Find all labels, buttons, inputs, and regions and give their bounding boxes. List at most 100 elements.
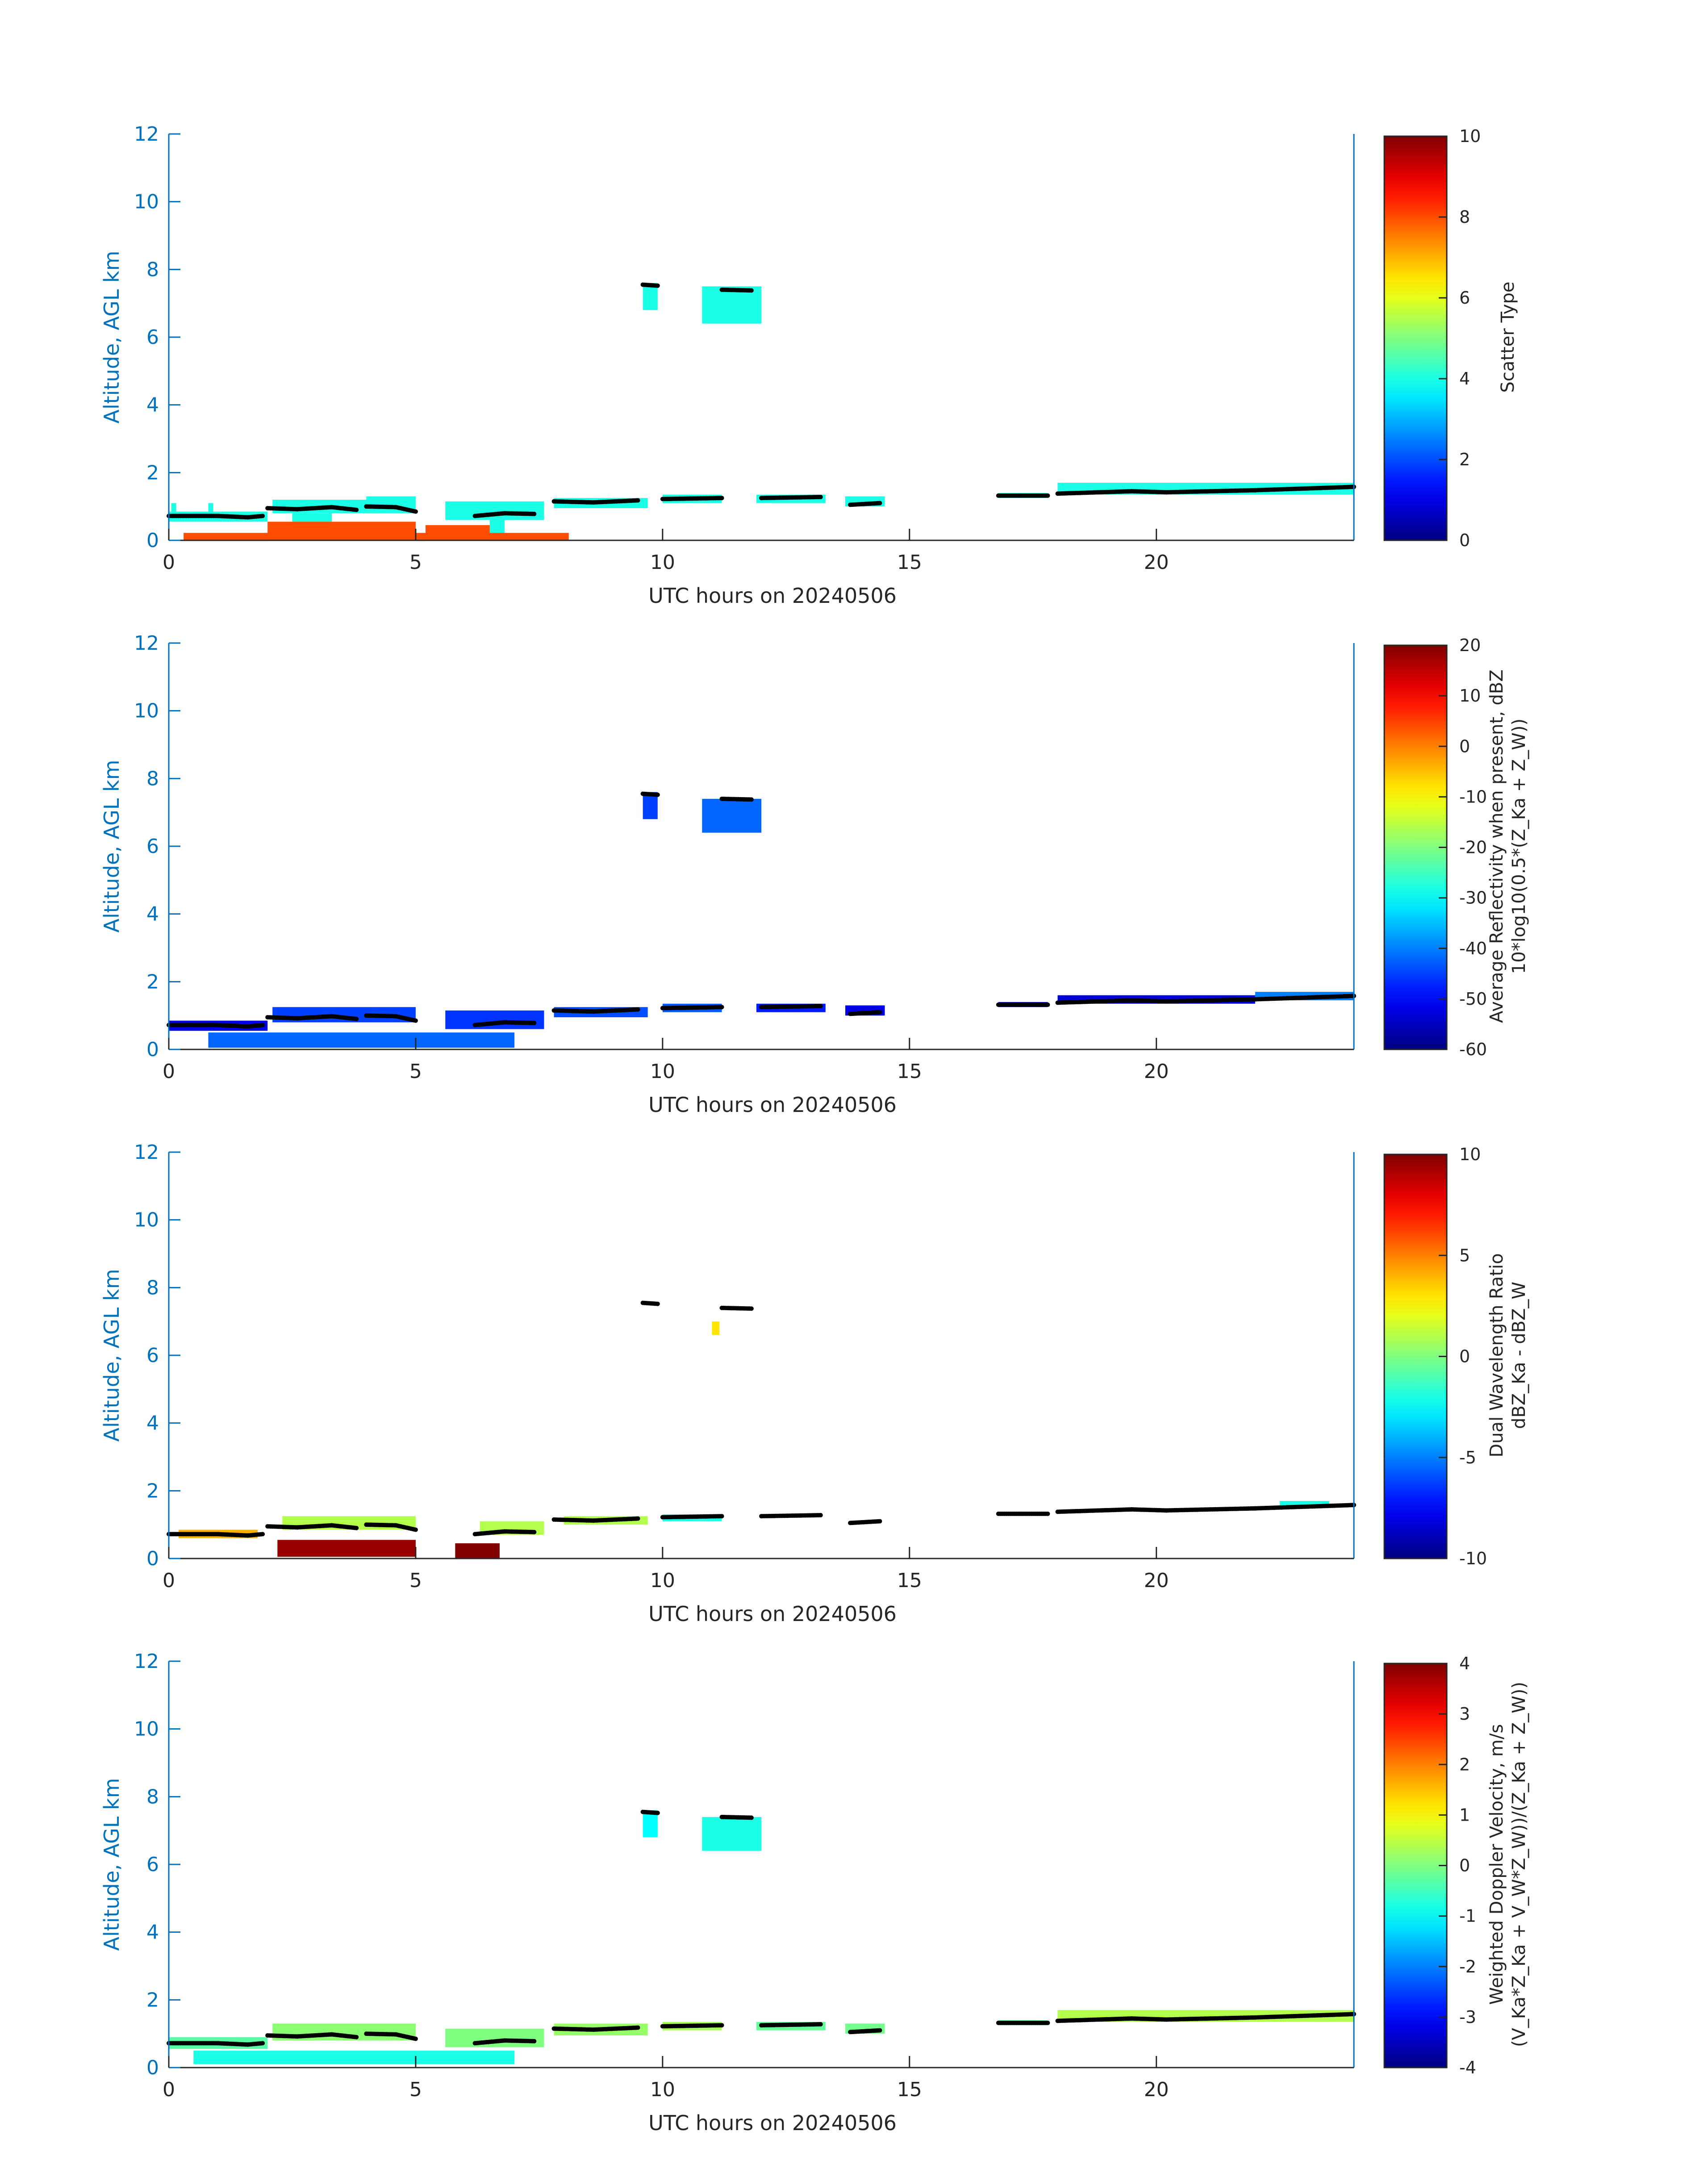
x-tick-label: 5 [409, 2078, 422, 2101]
cloud-base-dot [635, 498, 640, 503]
y-tick-label: 8 [146, 767, 159, 790]
x-axis-label: UTC hours on 20240506 [648, 1602, 897, 1626]
y-tick-label: 2 [146, 970, 159, 993]
cloud-base-dot [260, 2041, 265, 2046]
colorbar-tick-label: 8 [1459, 207, 1470, 227]
x-axis-label: UTC hours on 20240506 [648, 1093, 897, 1117]
data-cell [445, 2028, 544, 2047]
colorbar-tick-label: -3 [1459, 2007, 1476, 2027]
x-axis-label: UTC hours on 20240506 [648, 2111, 897, 2135]
y-tick-label: 10 [134, 700, 159, 723]
y-tick-label: 2 [146, 1989, 159, 2011]
x-tick-label: 10 [650, 2078, 675, 2101]
cloud-base-dot [749, 1306, 754, 1311]
y-tick-label: 0 [146, 2056, 159, 2079]
cloud-base-dot [1045, 493, 1050, 498]
colorbar-tick-label: 0 [1459, 1856, 1470, 1876]
colorbar-tick-label: 20 [1459, 635, 1481, 655]
colorbar-label: Scatter Type [1498, 282, 1518, 393]
colorbar [1383, 1153, 1448, 1559]
cloud-base-dot [749, 288, 754, 293]
cloud-base-dot [260, 1023, 265, 1028]
x-tick-label: 10 [650, 551, 675, 574]
x-tick-label: 20 [1144, 2078, 1169, 2101]
x-tick-label: 0 [163, 1060, 175, 1083]
cloud-base-dot [655, 1810, 660, 1815]
data-cell [208, 503, 213, 517]
cloud-base-dot [749, 797, 754, 802]
cloud-base-dot [413, 509, 418, 514]
colorbar-tick-label: -50 [1459, 989, 1487, 1009]
x-tick-label: 0 [163, 551, 175, 574]
cloud-base-dot [877, 501, 882, 506]
y-tick-label: 6 [146, 1853, 159, 1876]
cloud-base-dot [749, 1815, 754, 1820]
cloud-base-dot [719, 1514, 724, 1519]
cloud-base-dot [818, 1003, 823, 1008]
colorbar-tick-label: -10 [1459, 1549, 1487, 1568]
colorbar-tick-label: -40 [1459, 939, 1487, 958]
y-tick-label: 6 [146, 1344, 159, 1367]
data-cell [702, 798, 761, 833]
colorbar-tick-label: 4 [1459, 369, 1470, 389]
data-cell [277, 1540, 416, 1557]
cloud-base-dot [818, 2022, 823, 2027]
cloud-base-dot [532, 511, 537, 516]
cloud-base-dot [1045, 1511, 1050, 1516]
cloud-base-dot [1045, 2020, 1050, 2025]
cloud-base-dot [655, 283, 660, 288]
colorbar [1383, 1663, 1448, 2068]
panel-2: 0 2 4 6 8 10 12 0 5 10 15 20 UTC hours on 20240506 Al… [100, 632, 1529, 1117]
y-tick-label: 0 [146, 1038, 159, 1061]
colorbar-tick-label: -5 [1459, 1448, 1476, 1467]
x-tick-label: 10 [650, 1569, 675, 1592]
cloud-base-dot [354, 1016, 359, 1021]
colorbar-label: (V_Ka*Z_Ka + V_W*Z_W))/(Z_Ka + Z_W)) [1509, 1682, 1529, 2047]
x-tick-label: 15 [897, 2078, 922, 2101]
x-tick-label: 20 [1144, 551, 1169, 574]
y-tick-label: 6 [146, 326, 159, 349]
colorbar-tick-label: 3 [1459, 1704, 1470, 1724]
colorbar-tick-label: 0 [1459, 531, 1470, 550]
colorbar-tick-label: 2 [1459, 450, 1470, 469]
colorbar-tick-label: 10 [1459, 126, 1481, 146]
cloud-base-dot [635, 1516, 640, 1521]
cloud-base-dot [413, 1018, 418, 1023]
cloud-base-dot [354, 1525, 359, 1530]
data-cell [455, 1543, 500, 1558]
data-cell [193, 2051, 515, 2064]
colorbar-label: dBZ_Ka - dBZ_W [1509, 1282, 1529, 1429]
y-tick-label: 12 [134, 123, 159, 146]
data-cell [712, 1321, 720, 1335]
y-tick-label: 10 [134, 1718, 159, 1741]
colorbar-tick-label: 1 [1459, 1805, 1470, 1825]
data-cell [171, 503, 176, 512]
cloud-base-dot [818, 1513, 823, 1517]
cloud-base-dot [354, 2035, 359, 2039]
cloud-base-dot [413, 2036, 418, 2041]
x-tick-label: 5 [409, 551, 422, 574]
x-tick-label: 5 [409, 1569, 422, 1592]
y-axis-label: Altitude, AGL km [100, 760, 124, 932]
cloud-base-dot [260, 1532, 265, 1537]
colorbar-label: Average Reflectivity when present, dBZ [1487, 669, 1507, 1023]
y-tick-label: 8 [146, 258, 159, 281]
y-tick-label: 0 [146, 529, 159, 552]
panel-3: 0 2 4 6 8 10 12 0 5 10 15 20 UTC hours on 20240506 Al… [100, 1141, 1529, 1626]
cloud-base-dot [655, 792, 660, 797]
x-tick-label: 20 [1144, 1060, 1169, 1083]
x-tick-label: 15 [897, 1060, 922, 1083]
colorbar-tick-label: 10 [1459, 686, 1481, 706]
cloud-base-dot [655, 1301, 660, 1306]
colorbar-tick-label: -2 [1459, 1957, 1476, 1976]
cloud-base-dot [877, 1010, 882, 1015]
cloud-base-dot [877, 1519, 882, 1524]
y-axis-label: Altitude, AGL km [100, 251, 124, 423]
y-tick-label: 6 [146, 835, 159, 858]
colorbar-tick-label: 2 [1459, 1755, 1470, 1774]
y-tick-label: 10 [134, 191, 159, 213]
x-tick-label: 15 [897, 1569, 922, 1592]
colorbar [1383, 644, 1448, 1050]
